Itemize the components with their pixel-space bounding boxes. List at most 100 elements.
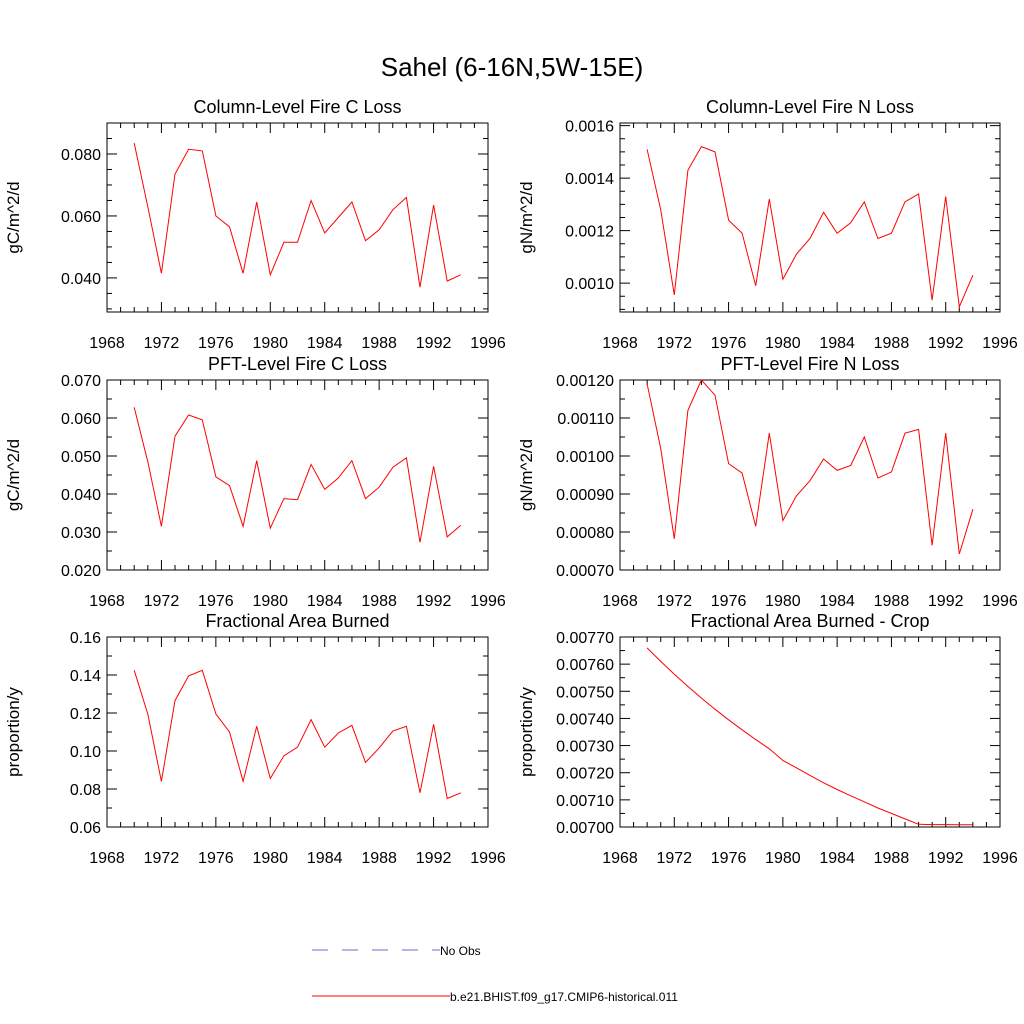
x-tick-label: 1992: [416, 335, 452, 352]
panel-6: Fractional Area Burned - Crop proportion/…: [517, 611, 1018, 867]
y-tick-label: 0.0014: [565, 171, 614, 188]
plot-frame: [106, 379, 489, 571]
x-tick-label: 1988: [361, 850, 397, 867]
y-axis-label: proportion/y: [4, 687, 23, 777]
panel-title: Fractional Area Burned: [205, 611, 389, 631]
panels-group: Column-Level Fire C Loss gC/m^2/d 1968 1972…: [4, 97, 1018, 867]
x-tick-label: 1976: [198, 593, 234, 610]
y-tick-label: 0.08: [70, 782, 101, 799]
x-tick-label: 1996: [982, 593, 1018, 610]
y-tick-label: 0.050: [61, 449, 101, 466]
panel-title: PFT-Level Fire N Loss: [720, 354, 899, 374]
x-tick-label: 1968: [89, 335, 125, 352]
y-tick-label: 0.00100: [556, 449, 614, 466]
x-tick-label: 1984: [307, 335, 343, 352]
x-tick-label: 1988: [361, 335, 397, 352]
x-tick-label: 1976: [711, 850, 747, 867]
y-tick-label: 0.030: [61, 525, 101, 542]
x-tick-label: 1984: [307, 850, 343, 867]
y-tick-label: 0.00110: [557, 411, 614, 428]
series-line-model: [646, 647, 973, 826]
x-tick-label: 1976: [711, 335, 747, 352]
x-tick-label: 1996: [470, 850, 506, 867]
y-tick-label: 0.00700: [556, 820, 614, 837]
plot-frame: [106, 122, 489, 313]
panel-title: Column-Level Fire C Loss: [193, 97, 401, 117]
x-tick-label: 1976: [198, 850, 234, 867]
legend-label-no-obs: No Obs: [440, 944, 481, 958]
x-tick-label: 1980: [252, 593, 288, 610]
y-axis-label: gC/m^2/d: [4, 181, 23, 253]
x-tick-label: 1988: [874, 335, 910, 352]
x-tick-label: 1992: [928, 593, 964, 610]
y-axis-label: gC/m^2/d: [4, 439, 23, 511]
x-tick-label: 1968: [89, 593, 125, 610]
x-tick-label: 1992: [928, 850, 964, 867]
series-line-model: [646, 145, 974, 309]
x-tick-label: 1992: [416, 850, 452, 867]
y-tick-label: 0.00710: [556, 793, 614, 810]
x-tick-label: 1968: [602, 335, 638, 352]
x-tick-label: 1976: [198, 335, 234, 352]
y-tick-label: 0.00730: [556, 739, 614, 756]
y-axis-label: gN/m^2/d: [517, 181, 536, 253]
y-tick-label: 0.00090: [556, 487, 614, 504]
panel-5: Fractional Area Burned proportion/y 1968 19…: [4, 611, 506, 867]
plot-frame: [106, 636, 489, 828]
x-tick-label: 1996: [470, 593, 506, 610]
y-tick-label: 0.12: [70, 706, 101, 723]
legend: No Obs b.e21.BHIST.f09_g17.CMIP6-histori…: [312, 944, 678, 1004]
main-title: Sahel (6-16N,5W-15E): [381, 52, 644, 82]
panel-1: Column-Level Fire C Loss gC/m^2/d 1968 1972…: [4, 97, 506, 352]
y-tick-label: 0.00080: [556, 525, 614, 542]
x-tick-label: 1976: [711, 593, 747, 610]
panel-3: PFT-Level Fire C Loss gC/m^2/d 1968 1972 197…: [4, 354, 506, 610]
y-tick-label: 0.00070: [556, 563, 614, 580]
x-tick-label: 1992: [928, 335, 964, 352]
x-tick-label: 1996: [982, 850, 1018, 867]
y-axis-label: proportion/y: [517, 687, 536, 777]
y-tick-label: 0.040: [61, 271, 101, 288]
y-tick-label: 0.060: [61, 411, 101, 428]
y-tick-label: 0.080: [61, 147, 101, 164]
y-tick-label: 0.00760: [556, 657, 614, 674]
x-tick-label: 1968: [602, 593, 638, 610]
y-tick-label: 0.00120: [556, 373, 614, 390]
x-tick-label: 1980: [765, 335, 801, 352]
x-tick-label: 1996: [982, 335, 1018, 352]
x-tick-label: 1968: [602, 850, 638, 867]
y-tick-label: 0.0010: [565, 276, 614, 293]
x-tick-label: 1972: [144, 593, 180, 610]
plot-frame: [619, 379, 1001, 571]
x-tick-label: 1972: [656, 335, 692, 352]
y-axis-label: gN/m^2/d: [517, 439, 536, 511]
y-tick-label: 0.0016: [565, 119, 614, 136]
panel-title: Fractional Area Burned - Crop: [690, 611, 929, 631]
x-tick-label: 1984: [307, 593, 343, 610]
x-tick-label: 1984: [819, 850, 855, 867]
y-tick-label: 0.00720: [556, 766, 614, 783]
y-tick-label: 0.070: [61, 373, 101, 390]
y-tick-label: 0.020: [61, 563, 101, 580]
y-tick-label: 0.00770: [556, 630, 614, 647]
x-tick-label: 1984: [819, 335, 855, 352]
panel-title: Column-Level Fire N Loss: [706, 97, 914, 117]
x-tick-label: 1996: [470, 335, 506, 352]
y-tick-label: 0.00740: [556, 711, 614, 728]
panel-title: PFT-Level Fire C Loss: [208, 354, 387, 374]
y-tick-label: 0.0012: [565, 224, 614, 241]
x-tick-label: 1988: [874, 593, 910, 610]
x-tick-label: 1988: [874, 850, 910, 867]
y-tick-label: 0.10: [70, 744, 101, 761]
y-tick-label: 0.00750: [556, 684, 614, 701]
x-tick-label: 1984: [819, 593, 855, 610]
series-line-model: [133, 142, 462, 288]
x-tick-label: 1972: [144, 850, 180, 867]
legend-label-model: b.e21.BHIST.f09_g17.CMIP6-historical.011: [450, 990, 678, 1004]
y-tick-label: 0.16: [70, 630, 101, 647]
x-tick-label: 1980: [765, 593, 801, 610]
series-line-model: [133, 669, 461, 800]
y-tick-label: 0.060: [61, 209, 101, 226]
series-line-model: [646, 379, 974, 555]
